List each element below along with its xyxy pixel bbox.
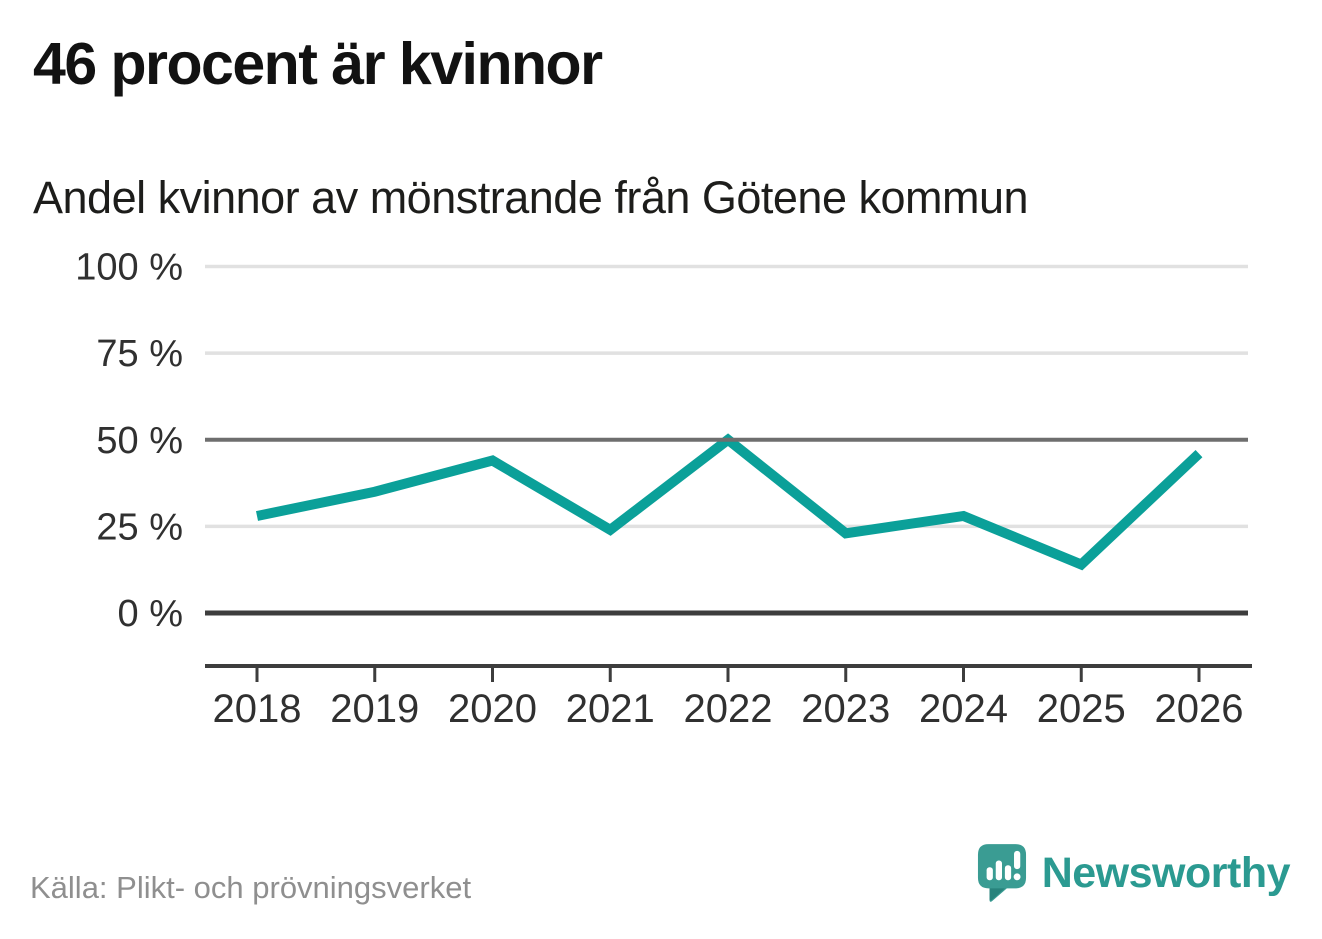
line-chart-plot: 100 % 75 % 50 % 25 % 0 % 2018 2019 2020 2021 2022… (75, 247, 1252, 731)
y-axis-label-100: 100 % (75, 247, 183, 289)
newsworthy-logo-text: Newsworthy (1041, 848, 1291, 897)
logo-bar-1 (986, 867, 993, 881)
x-axis-label-2025: 2025 (1037, 687, 1126, 731)
logo-bar-2 (995, 860, 1002, 881)
y-axis-label-0: 0 % (118, 593, 183, 635)
data-line-andel-kvinnor-av-m-nstrande (255, 433, 1203, 571)
chart-subtitle: Andel kvinnor av mönstrande från Götene … (33, 172, 1029, 223)
logo-bubble-tail-shade (989, 888, 1005, 901)
newsworthy-logo: Newsworthy (977, 843, 1291, 903)
logo-exclamation-bar (1013, 850, 1020, 870)
x-axis-label-2021: 2021 (566, 687, 655, 731)
x-axis-label-2026: 2026 (1155, 687, 1244, 731)
x-axis-label-2020: 2020 (448, 687, 537, 731)
x-axis-label-2024: 2024 (919, 687, 1008, 731)
source-note: Källa: Plikt- och prövningsverket (30, 870, 472, 905)
x-axis-label-2019: 2019 (330, 687, 419, 731)
y-axis-label-25: 25 % (96, 506, 183, 548)
chart-title: 46 procent är kvinnor (33, 31, 603, 97)
logo-bar-3 (1004, 865, 1011, 881)
logo-exclamation-dot (1013, 873, 1021, 881)
newsworthy-logo-icon (977, 844, 1026, 902)
y-axis-label-75: 75 % (96, 333, 183, 375)
y-axis-label-50: 50 % (96, 420, 183, 462)
x-axis-label-2022: 2022 (684, 687, 773, 731)
x-axis-label-2023: 2023 (801, 687, 890, 731)
x-axis-label-2018: 2018 (213, 687, 302, 731)
